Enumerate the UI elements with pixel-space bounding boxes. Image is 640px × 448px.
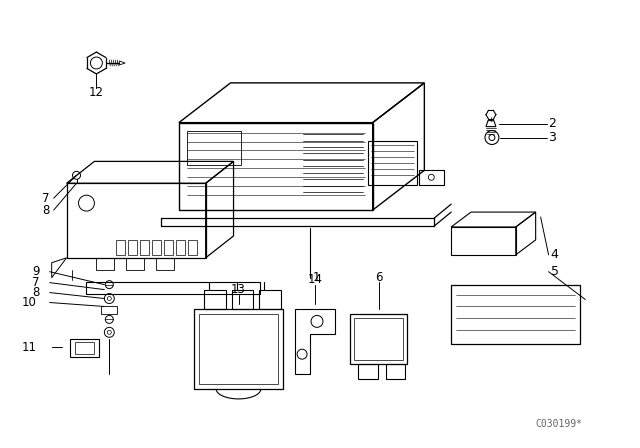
Text: 2: 2 [548,117,556,130]
Text: 4: 4 [550,248,559,261]
Bar [126,258,144,270]
Bar [385,364,406,379]
Bar [70,339,99,357]
Bar [188,240,196,255]
Bar [140,240,149,255]
Bar [156,258,174,270]
Bar [232,289,253,310]
Bar [86,282,260,293]
Text: 12: 12 [89,86,104,99]
Text: 5: 5 [550,265,559,278]
Bar [101,306,117,314]
Bar [164,240,173,255]
Bar [152,240,161,255]
Bar [116,240,125,255]
Text: 7: 7 [32,276,40,289]
Text: 13: 13 [231,283,246,296]
Text: 6: 6 [375,271,382,284]
Bar [199,314,278,384]
Text: 10: 10 [22,296,36,309]
Bar [74,342,95,354]
Bar [97,258,115,270]
Bar [350,314,408,364]
Bar [187,130,241,165]
Bar [128,240,137,255]
Text: 8: 8 [42,203,50,216]
Bar [204,289,225,310]
Text: 8: 8 [33,286,40,299]
Bar [358,364,378,379]
Text: 9: 9 [32,265,40,278]
Bar [194,310,284,389]
Bar [259,289,281,310]
Text: 3: 3 [548,131,556,144]
Bar [451,284,580,344]
Text: 14: 14 [308,273,323,286]
Text: 1: 1 [313,271,321,284]
Text: 11: 11 [22,341,36,354]
Text: C030199*: C030199* [535,419,582,429]
Bar [354,319,403,360]
Bar [176,240,185,255]
Text: 7: 7 [42,192,50,205]
